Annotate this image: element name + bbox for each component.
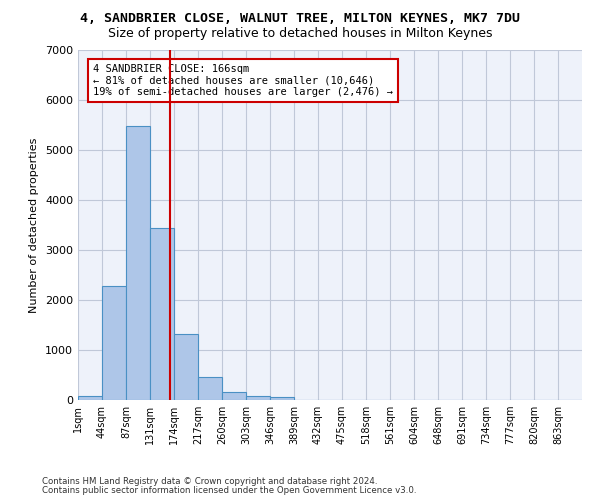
Text: Contains public sector information licensed under the Open Government Licence v3: Contains public sector information licen… — [42, 486, 416, 495]
Text: 4, SANDBRIER CLOSE, WALNUT TREE, MILTON KEYNES, MK7 7DU: 4, SANDBRIER CLOSE, WALNUT TREE, MILTON … — [80, 12, 520, 26]
Bar — [174, 334, 198, 400]
Bar — [246, 396, 270, 400]
Bar — [126, 126, 150, 400]
Bar — [198, 376, 222, 400]
Bar — [78, 396, 102, 400]
Bar — [270, 397, 294, 400]
Bar — [102, 286, 126, 400]
Text: 4 SANDBRIER CLOSE: 166sqm
← 81% of detached houses are smaller (10,646)
19% of s: 4 SANDBRIER CLOSE: 166sqm ← 81% of detac… — [93, 64, 393, 97]
Y-axis label: Number of detached properties: Number of detached properties — [29, 138, 40, 312]
Bar — [222, 392, 246, 400]
Text: Contains HM Land Registry data © Crown copyright and database right 2024.: Contains HM Land Registry data © Crown c… — [42, 477, 377, 486]
Text: Size of property relative to detached houses in Milton Keynes: Size of property relative to detached ho… — [108, 28, 492, 40]
Bar — [150, 228, 174, 400]
